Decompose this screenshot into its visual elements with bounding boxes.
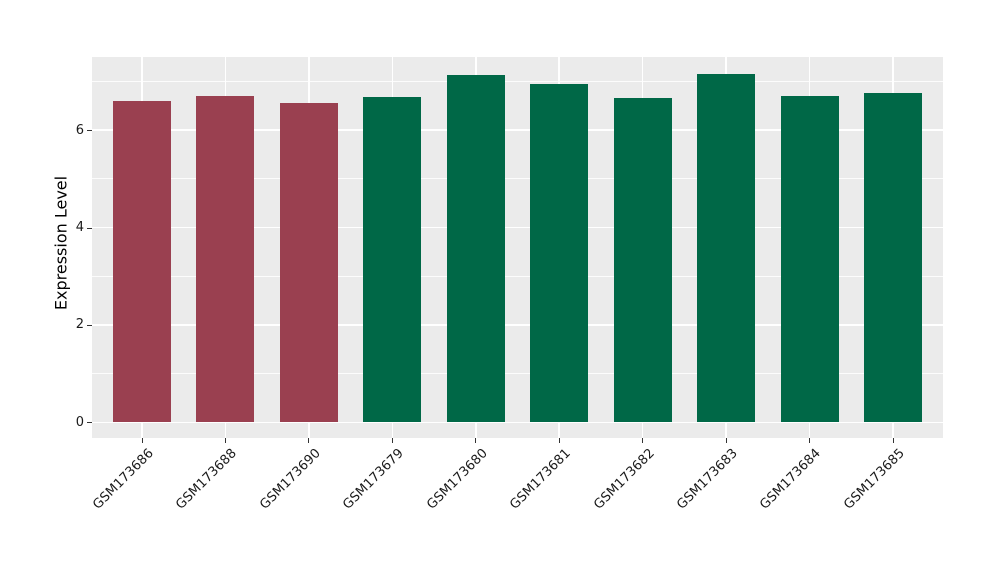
x-tick-label-GSM173688: GSM173688 — [173, 446, 241, 513]
gridline-minor-y1 — [92, 373, 943, 375]
x-tick-mark-GSM173682 — [642, 438, 644, 443]
x-tick-label-GSM173686: GSM173686 — [90, 446, 157, 513]
bar-GSM173680 — [446, 75, 505, 423]
x-tick-mark-GSM173690 — [308, 438, 310, 443]
bar-GSM173681 — [530, 84, 589, 423]
bar-GSM173690 — [279, 103, 338, 423]
y-tick-mark-6 — [87, 130, 92, 132]
bar-GSM173688 — [196, 95, 255, 423]
plot-panel — [92, 57, 943, 438]
x-tick-label-GSM173682: GSM173682 — [590, 446, 658, 513]
x-tick-mark-GSM173679 — [391, 438, 393, 443]
x-tick-label-GSM173680: GSM173680 — [423, 446, 491, 513]
bar-GSM173682 — [613, 97, 672, 423]
y-tick-mark-0 — [87, 422, 92, 424]
bar-GSM173686 — [113, 101, 171, 423]
x-tick-mark-GSM173686 — [141, 438, 143, 443]
y-tick-label-4: 4 — [75, 220, 84, 236]
x-tick-mark-GSM173688 — [224, 438, 226, 443]
y-tick-label-0: 0 — [75, 414, 84, 430]
x-tick-mark-GSM173685 — [892, 438, 894, 443]
x-tick-mark-GSM173684 — [809, 438, 811, 443]
x-tick-mark-GSM173681 — [558, 438, 560, 443]
x-tick-label-GSM173690: GSM173690 — [256, 446, 324, 513]
bar-GSM173679 — [363, 96, 422, 423]
x-tick-label-GSM173681: GSM173681 — [507, 446, 574, 513]
y-tick-label-2: 2 — [75, 317, 84, 333]
bar-GSM173685 — [864, 93, 922, 423]
bar-GSM173684 — [780, 95, 839, 423]
y-tick-mark-4 — [87, 227, 92, 229]
gridline-major-y6 — [92, 129, 943, 131]
bar-GSM173683 — [697, 74, 756, 423]
x-tick-mark-GSM173683 — [725, 438, 727, 443]
gridline-major-y0 — [92, 421, 943, 424]
x-tick-label-GSM173685: GSM173685 — [841, 446, 908, 513]
y-tick-mark-2 — [87, 324, 92, 326]
y-tick-label-6: 6 — [75, 122, 84, 138]
gridline-major-y2 — [92, 324, 943, 326]
y-axis-title: Expression Level — [51, 175, 71, 311]
x-tick-label-GSM173679: GSM173679 — [340, 446, 407, 513]
gridline-minor-y3 — [92, 275, 943, 277]
x-tick-mark-GSM173680 — [475, 438, 477, 443]
gridline-major-y4 — [92, 226, 943, 229]
x-tick-label-GSM173683: GSM173683 — [674, 446, 741, 513]
x-tick-label-GSM173684: GSM173684 — [757, 446, 825, 513]
gridline-minor-y7 — [92, 80, 943, 82]
gridline-minor-y5 — [92, 178, 943, 180]
